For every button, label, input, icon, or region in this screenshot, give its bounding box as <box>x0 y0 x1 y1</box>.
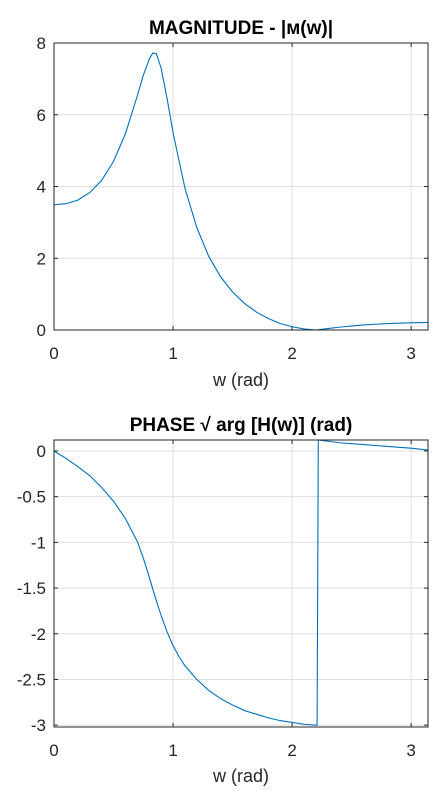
magnitude-ytick-label-4: 8 <box>37 34 46 53</box>
phase-ytick-label-1: -0.5 <box>17 488 46 507</box>
phase-xtick-label-1: 1 <box>168 741 177 760</box>
magnitude-title: MAGNITUDE - |м(w)| <box>149 18 333 39</box>
magnitude-ytick-label-1: 2 <box>37 249 46 268</box>
magnitude-ytick-label-2: 4 <box>37 178 46 197</box>
phase-ytick-label-2: -1 <box>31 533 46 552</box>
magnitude-xtick-label-2: 2 <box>287 344 296 363</box>
phase-series-line-0 <box>53 439 429 726</box>
phase-ytick-label-5: -2.5 <box>17 670 46 689</box>
phase-title: PHASE √ arg [H(w)] (rad) <box>130 415 353 436</box>
magnitude-xtick-label-3: 3 <box>406 344 415 363</box>
phase-axes: 0 1 2 3 0 -0.5 -1 -1.5 -2 -2.5 -3 PHASE √ arg [H(w)… <box>17 415 429 786</box>
magnitude-ytick-label-0: 0 <box>37 321 46 340</box>
magnitude-xlabel: w (rad) <box>212 370 269 390</box>
magnitude-xtick-label-0: 0 <box>49 344 58 363</box>
phase-axes-box <box>53 439 429 728</box>
magnitude-xtick-label-1: 1 <box>168 344 177 363</box>
phase-xlabel: w (rad) <box>212 766 269 786</box>
magnitude-axes: 0 1 2 3 0 2 4 6 8 MAGNITUDE - |м(w)| w (rad) <box>37 18 429 390</box>
phase-ytick-label-0: 0 <box>37 442 46 461</box>
phase-xtick-label-2: 2 <box>287 741 296 760</box>
magnitude-series-line-0 <box>53 52 429 331</box>
phase-ytick-label-4: -2 <box>31 625 46 644</box>
phase-ytick-label-6: -3 <box>31 716 46 735</box>
phase-ytick-label-3: -1.5 <box>17 579 46 598</box>
phase-xtick-label-0: 0 <box>49 741 58 760</box>
magnitude-ytick-label-3: 6 <box>37 106 46 125</box>
phase-xtick-label-3: 3 <box>406 741 415 760</box>
